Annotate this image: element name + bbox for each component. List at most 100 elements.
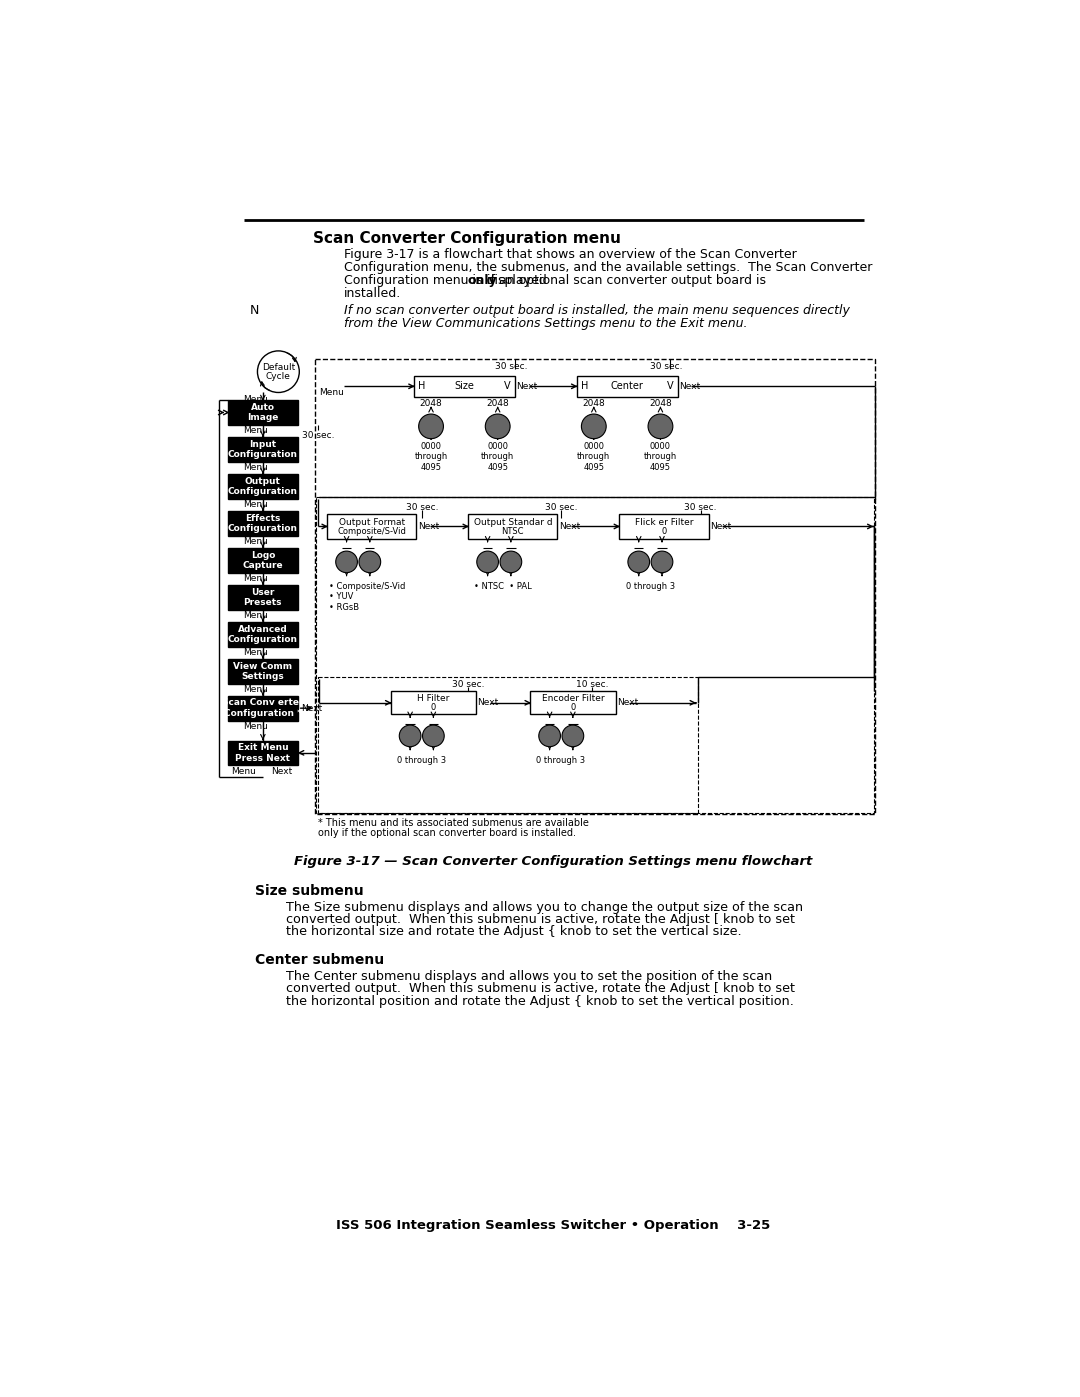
Text: Next: Next — [301, 704, 322, 712]
Text: If no scan converter output board is installed, the main menu sequences directly: If no scan converter output board is ins… — [345, 305, 850, 317]
Text: 30 sec.: 30 sec. — [685, 503, 717, 511]
Text: Menu: Menu — [243, 610, 268, 620]
Text: Scan Conv erter
Configuration *: Scan Conv erter Configuration * — [222, 698, 303, 718]
Text: 0000
through
4095: 0000 through 4095 — [481, 441, 514, 472]
Text: Menu: Menu — [243, 395, 268, 404]
Circle shape — [627, 550, 649, 573]
Text: Logo
Capture: Logo Capture — [243, 550, 283, 570]
Text: H Filter: H Filter — [417, 694, 449, 704]
Text: Center: Center — [610, 381, 644, 391]
Circle shape — [485, 414, 510, 439]
Text: Exit Menu
Press Next: Exit Menu Press Next — [235, 743, 291, 763]
Circle shape — [422, 725, 444, 746]
Text: 0: 0 — [570, 703, 576, 712]
Text: Next: Next — [477, 698, 499, 707]
Circle shape — [539, 725, 561, 746]
Circle shape — [359, 550, 380, 573]
Text: NTSC: NTSC — [501, 527, 524, 536]
Bar — [228, 659, 298, 683]
Text: 0000
through
4095: 0000 through 4095 — [415, 441, 448, 472]
Text: 0: 0 — [661, 527, 666, 536]
Text: Menu: Menu — [243, 500, 268, 510]
Bar — [228, 474, 298, 499]
Text: converted output.  When this submenu is active, rotate the Adjust [ knob to set: converted output. When this submenu is a… — [286, 914, 795, 926]
Bar — [318, 678, 698, 813]
Text: Menu: Menu — [243, 685, 268, 694]
Bar — [228, 585, 298, 609]
Text: Menu: Menu — [231, 767, 256, 777]
Bar — [228, 400, 298, 425]
Text: N: N — [249, 305, 259, 317]
Text: Size: Size — [455, 381, 474, 391]
Bar — [619, 514, 708, 539]
Text: H: H — [581, 381, 588, 391]
Text: 30 sec.: 30 sec. — [545, 503, 578, 511]
Bar — [228, 740, 298, 766]
Text: V: V — [667, 381, 674, 391]
Text: only if the optional scan converter board is installed.: only if the optional scan converter boar… — [318, 828, 576, 838]
Text: Menu: Menu — [243, 426, 268, 436]
Circle shape — [648, 414, 673, 439]
Text: Effects
Configuration: Effects Configuration — [228, 514, 298, 534]
Text: 10 sec.: 10 sec. — [576, 680, 608, 689]
Text: 0: 0 — [431, 703, 436, 712]
Bar — [391, 692, 476, 714]
Text: Figure 3-17 is a flowchart that shows an overview of the Scan Converter: Figure 3-17 is a flowchart that shows an… — [345, 247, 797, 261]
Text: 0 through 3: 0 through 3 — [397, 756, 446, 766]
Bar — [414, 376, 515, 397]
Circle shape — [581, 414, 606, 439]
Text: 2048: 2048 — [582, 398, 605, 408]
Text: * This menu and its associated submenus are available: * This menu and its associated submenus … — [318, 819, 589, 828]
Text: the horizontal size and rotate the Adjust { knob to set the vertical size.: the horizontal size and rotate the Adjus… — [286, 925, 742, 939]
Text: the horizontal position and rotate the Adjust { knob to set the vertical positio: the horizontal position and rotate the A… — [286, 995, 794, 1007]
Text: 0000
through
4095: 0000 through 4095 — [577, 441, 610, 472]
Text: if an optional scan converter output board is: if an optional scan converter output boa… — [483, 274, 766, 286]
Text: H: H — [418, 381, 426, 391]
Text: Flick er Filter: Flick er Filter — [635, 518, 693, 527]
Text: The Size submenu displays and allows you to change the output size of the scan: The Size submenu displays and allows you… — [286, 901, 804, 914]
Bar — [228, 622, 298, 647]
Text: 30 sec.: 30 sec. — [301, 432, 334, 440]
Text: Center submenu: Center submenu — [255, 953, 384, 967]
Bar — [530, 692, 616, 714]
Text: 2048: 2048 — [649, 398, 672, 408]
Text: Next: Next — [516, 381, 538, 391]
Text: Next: Next — [710, 522, 731, 531]
Bar — [228, 548, 298, 573]
Text: 0 through 3: 0 through 3 — [537, 756, 585, 766]
Text: Next: Next — [679, 381, 700, 391]
Text: Next: Next — [617, 698, 638, 707]
Text: Configuration menu is displayed: Configuration menu is displayed — [345, 274, 551, 286]
Text: View Comm
Settings: View Comm Settings — [233, 662, 293, 680]
Text: installed.: installed. — [345, 286, 402, 300]
Text: V: V — [504, 381, 511, 391]
Text: Composite/S-Vid: Composite/S-Vid — [337, 527, 406, 536]
Text: • NTSC  • PAL: • NTSC • PAL — [474, 583, 532, 591]
Bar — [469, 514, 557, 539]
Circle shape — [419, 414, 444, 439]
Circle shape — [500, 550, 522, 573]
Text: Cycle: Cycle — [266, 372, 291, 381]
Text: Menu: Menu — [243, 648, 268, 657]
Text: Output Format: Output Format — [339, 518, 405, 527]
Circle shape — [651, 550, 673, 573]
Text: 2048: 2048 — [420, 398, 443, 408]
Text: Next: Next — [559, 522, 580, 531]
Text: 2048: 2048 — [486, 398, 509, 408]
Text: Output Standar d: Output Standar d — [473, 518, 552, 527]
Text: 0000
through
4095: 0000 through 4095 — [644, 441, 677, 472]
Text: Output
Configuration: Output Configuration — [228, 476, 298, 496]
Circle shape — [476, 550, 499, 573]
Text: Default: Default — [261, 363, 295, 373]
Text: converted output.  When this submenu is active, rotate the Adjust [ knob to set: converted output. When this submenu is a… — [286, 982, 795, 995]
Text: Scan Converter Configuration menu: Scan Converter Configuration menu — [313, 231, 621, 246]
Text: User
Presets: User Presets — [244, 588, 282, 608]
Bar — [314, 359, 875, 814]
Circle shape — [336, 550, 357, 573]
Text: The Center submenu displays and allows you to set the position of the scan: The Center submenu displays and allows y… — [286, 970, 772, 983]
Bar — [228, 437, 298, 462]
Text: Menu: Menu — [243, 464, 268, 472]
Circle shape — [400, 725, 421, 746]
Text: Figure 3-17 — Scan Converter Configuration Settings menu flowchart: Figure 3-17 — Scan Converter Configurati… — [295, 855, 812, 869]
Text: ISS 506 Integration Seamless Switcher • Operation    3-25: ISS 506 Integration Seamless Switcher • … — [336, 1218, 771, 1232]
